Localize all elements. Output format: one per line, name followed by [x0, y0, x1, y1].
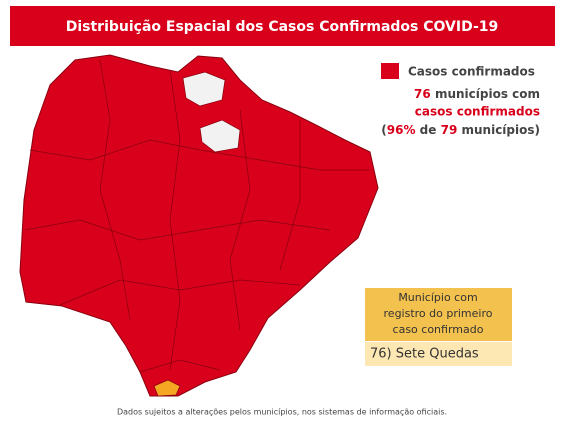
municipality-no-cases	[182, 71, 226, 107]
count: 76	[414, 87, 431, 101]
map	[19, 54, 379, 397]
state-shape	[19, 54, 379, 397]
first-case-heading: Município com	[398, 291, 477, 304]
first-case-heading: caso confirmado	[393, 323, 484, 336]
title: Distribuição Espacial dos Casos Confirma…	[66, 19, 499, 35]
summary-highlight: casos confirmados	[415, 105, 540, 119]
first-case-heading: registro do primeiro	[384, 307, 493, 320]
first-case-municipality: 76) Sete Quedas	[370, 347, 479, 362]
summary-line: (96% de 79 municípios)	[381, 123, 540, 137]
legend-label: Casos confirmados	[408, 65, 535, 79]
footer: Dados sujeitos a alterações pelos municí…	[117, 408, 447, 417]
count-text: municípios com	[435, 87, 540, 101]
municipality-first-case	[153, 379, 181, 397]
text: municípios)	[461, 123, 540, 137]
municipality-no-cases	[199, 119, 241, 153]
text: de	[420, 123, 437, 137]
borders	[24, 59, 370, 373]
title-bar	[10, 6, 555, 46]
legend-swatch	[381, 63, 399, 79]
first-case-box	[365, 288, 512, 341]
total: 79	[441, 123, 458, 137]
summary-line: 76 municípios com	[414, 87, 540, 101]
percent: 96%	[387, 123, 416, 137]
paren: (	[381, 123, 386, 137]
first-case-value-box	[365, 342, 512, 366]
